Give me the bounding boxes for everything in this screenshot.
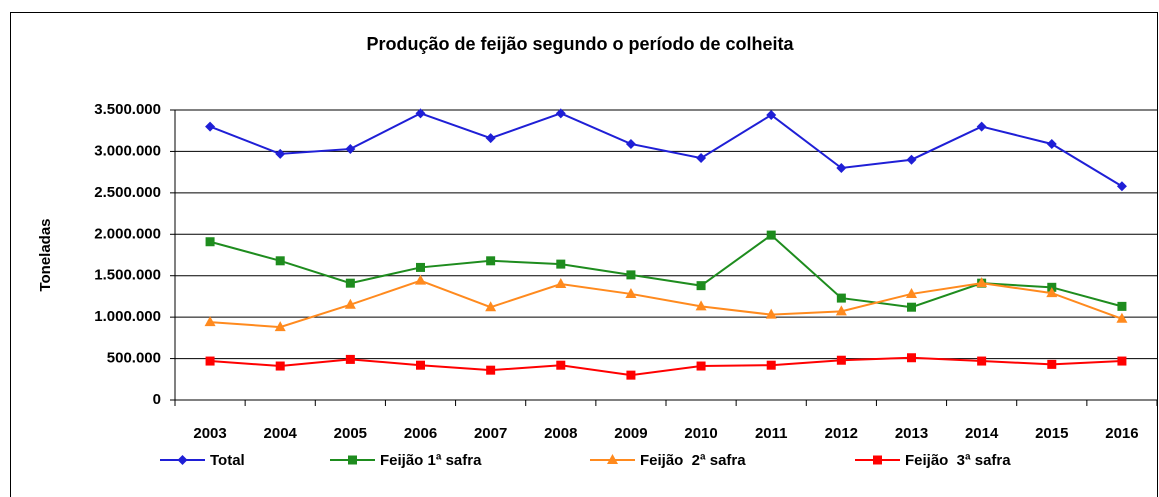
marker — [415, 108, 426, 119]
x-tick-label: 2005 — [334, 425, 367, 442]
y-tick-label: 2.000.000 — [94, 225, 161, 242]
x-tick-label: 2015 — [1035, 425, 1068, 442]
x-tick-label: 2011 — [755, 425, 788, 442]
marker — [1116, 312, 1128, 323]
y-tick-label: 3.000.000 — [94, 142, 161, 159]
marker — [696, 281, 706, 291]
marker — [607, 454, 618, 464]
marker — [205, 121, 216, 132]
x-tick-label: 2007 — [474, 425, 507, 442]
marker — [345, 354, 355, 364]
x-tick-label: 2009 — [614, 425, 647, 442]
marker — [873, 455, 882, 465]
x-tick-label: 2014 — [965, 425, 999, 442]
marker — [555, 108, 566, 119]
x-tick-label: 2008 — [544, 425, 577, 442]
y-tick-label: 3.500.000 — [94, 101, 161, 118]
marker — [177, 455, 188, 465]
marker — [695, 300, 707, 311]
marker — [274, 321, 286, 332]
marker — [205, 237, 215, 247]
y-tick-label: 500.000 — [107, 350, 161, 367]
marker — [1116, 181, 1127, 192]
marker — [416, 360, 425, 370]
marker — [625, 287, 637, 298]
x-tick-label: 2010 — [684, 425, 717, 442]
marker — [1117, 301, 1127, 311]
legend-label: Feijão 3ª safra — [905, 452, 1011, 469]
marker — [345, 278, 355, 288]
y-tick-label: 1.000.000 — [94, 308, 161, 325]
marker — [205, 356, 215, 366]
marker — [415, 274, 426, 285]
x-tick-label: 2013 — [895, 425, 928, 442]
x-tick-label: 2003 — [193, 425, 226, 442]
marker — [977, 356, 987, 366]
series-line — [209, 233, 1123, 309]
y-tick-label: 1.500.000 — [94, 267, 161, 284]
marker — [555, 278, 567, 288]
marker — [696, 361, 706, 371]
marker — [486, 256, 496, 266]
marker — [556, 360, 566, 370]
marker — [275, 361, 285, 371]
marker — [625, 138, 636, 149]
marker — [275, 148, 286, 159]
marker — [626, 370, 636, 380]
marker — [485, 133, 496, 144]
marker — [765, 308, 777, 319]
x-tick-label: 2006 — [404, 425, 437, 442]
y-tick-label: 0 — [153, 391, 161, 408]
marker — [626, 270, 636, 280]
marker — [556, 259, 566, 269]
marker — [836, 293, 846, 303]
series-line — [210, 279, 1123, 329]
marker — [1046, 287, 1058, 298]
marker — [907, 302, 916, 312]
legend-label: Total — [210, 452, 245, 469]
marker — [836, 355, 846, 365]
marker — [1047, 359, 1057, 369]
marker — [766, 360, 776, 370]
x-tick-label: 2016 — [1105, 425, 1138, 442]
marker — [1117, 356, 1127, 366]
marker — [906, 287, 917, 298]
y-axis-label: Toneladas — [37, 218, 54, 291]
marker — [907, 353, 916, 363]
marker — [976, 277, 988, 288]
marker — [485, 301, 497, 312]
chart-border — [10, 12, 1158, 497]
marker — [976, 121, 987, 132]
marker — [1046, 138, 1057, 149]
marker — [906, 154, 917, 165]
marker — [766, 230, 776, 240]
marker — [204, 316, 216, 327]
legend-label: Feijão 1ª safra — [380, 452, 482, 469]
x-tick-label: 2004 — [264, 425, 298, 442]
y-tick-label: 2.500.000 — [94, 184, 161, 201]
marker — [345, 143, 356, 154]
marker — [766, 109, 777, 120]
marker — [348, 455, 357, 465]
series-line — [210, 356, 1122, 377]
chart-title: Produção de feijão segundo o período de … — [366, 34, 794, 54]
marker — [344, 298, 356, 309]
marker — [836, 163, 847, 173]
marker — [486, 365, 496, 375]
legend-label: Feijão 2ª safra — [640, 452, 746, 469]
marker — [835, 305, 847, 316]
marker — [275, 256, 285, 266]
marker — [416, 262, 425, 272]
x-tick-label: 2012 — [825, 425, 858, 442]
series-line — [209, 112, 1123, 188]
marker — [696, 153, 707, 164]
